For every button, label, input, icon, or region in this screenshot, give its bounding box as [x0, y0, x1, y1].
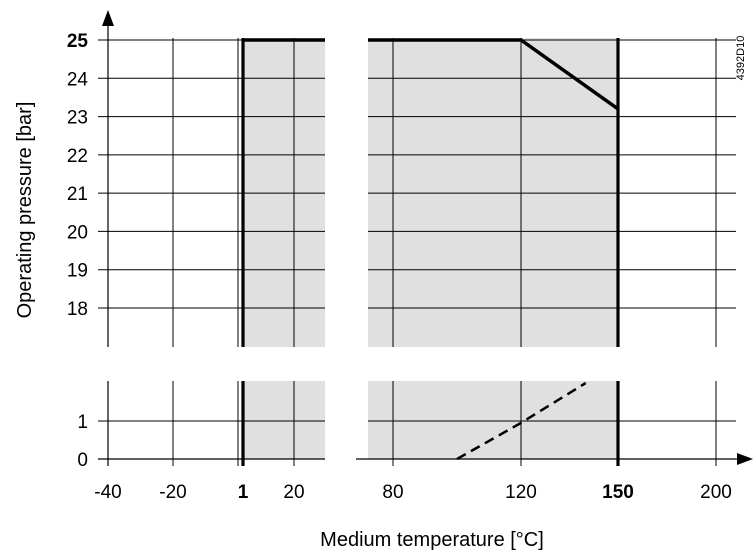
- y-tick-label-24: 24: [67, 69, 89, 90]
- y-tick-label-19: 19: [67, 261, 88, 282]
- series-line-2: [456, 381, 587, 461]
- x-tick-label-1: 1: [238, 482, 249, 503]
- y-tick-label-18: 18: [67, 299, 88, 320]
- y-tick-label-21: 21: [67, 184, 88, 205]
- x-tick-label-120: 120: [505, 482, 537, 503]
- shaded-region-upper-1: [368, 38, 618, 347]
- series-line-1: [368, 38, 620, 111]
- y-axis-label: Operating pressure [bar]: [14, 102, 36, 319]
- x-tick-label-80: 80: [382, 482, 403, 503]
- x-tick-label--20: -20: [159, 482, 186, 503]
- x-tick-label--40: -40: [94, 482, 121, 503]
- y-tick-label-22: 22: [67, 146, 88, 167]
- y-axis-arrow: [102, 10, 114, 26]
- shaded-region-lower-1: [368, 381, 618, 459]
- x-axis-label: Medium temperature [°C]: [320, 529, 544, 551]
- y-tick-label-low-0: 0: [77, 450, 88, 471]
- shaded-region-lower-0: [243, 381, 325, 459]
- y-tick-label-20: 20: [67, 222, 88, 243]
- series-lines: [243, 38, 620, 461]
- shaded-region-upper-0: [243, 38, 325, 347]
- y-tick-label-25: 25: [67, 31, 89, 52]
- shaded-regions: [243, 38, 618, 459]
- x-tick-label-20: 20: [283, 482, 304, 503]
- y-tick-label-low-1: 1: [77, 412, 88, 433]
- axes: [98, 10, 753, 466]
- x-tick-label-200: 200: [700, 482, 732, 503]
- x-axis-arrow: [737, 453, 753, 465]
- x-tick-label-150: 150: [602, 482, 634, 503]
- y-tick-label-23: 23: [67, 108, 88, 129]
- figure-code: 4392D10: [735, 36, 747, 81]
